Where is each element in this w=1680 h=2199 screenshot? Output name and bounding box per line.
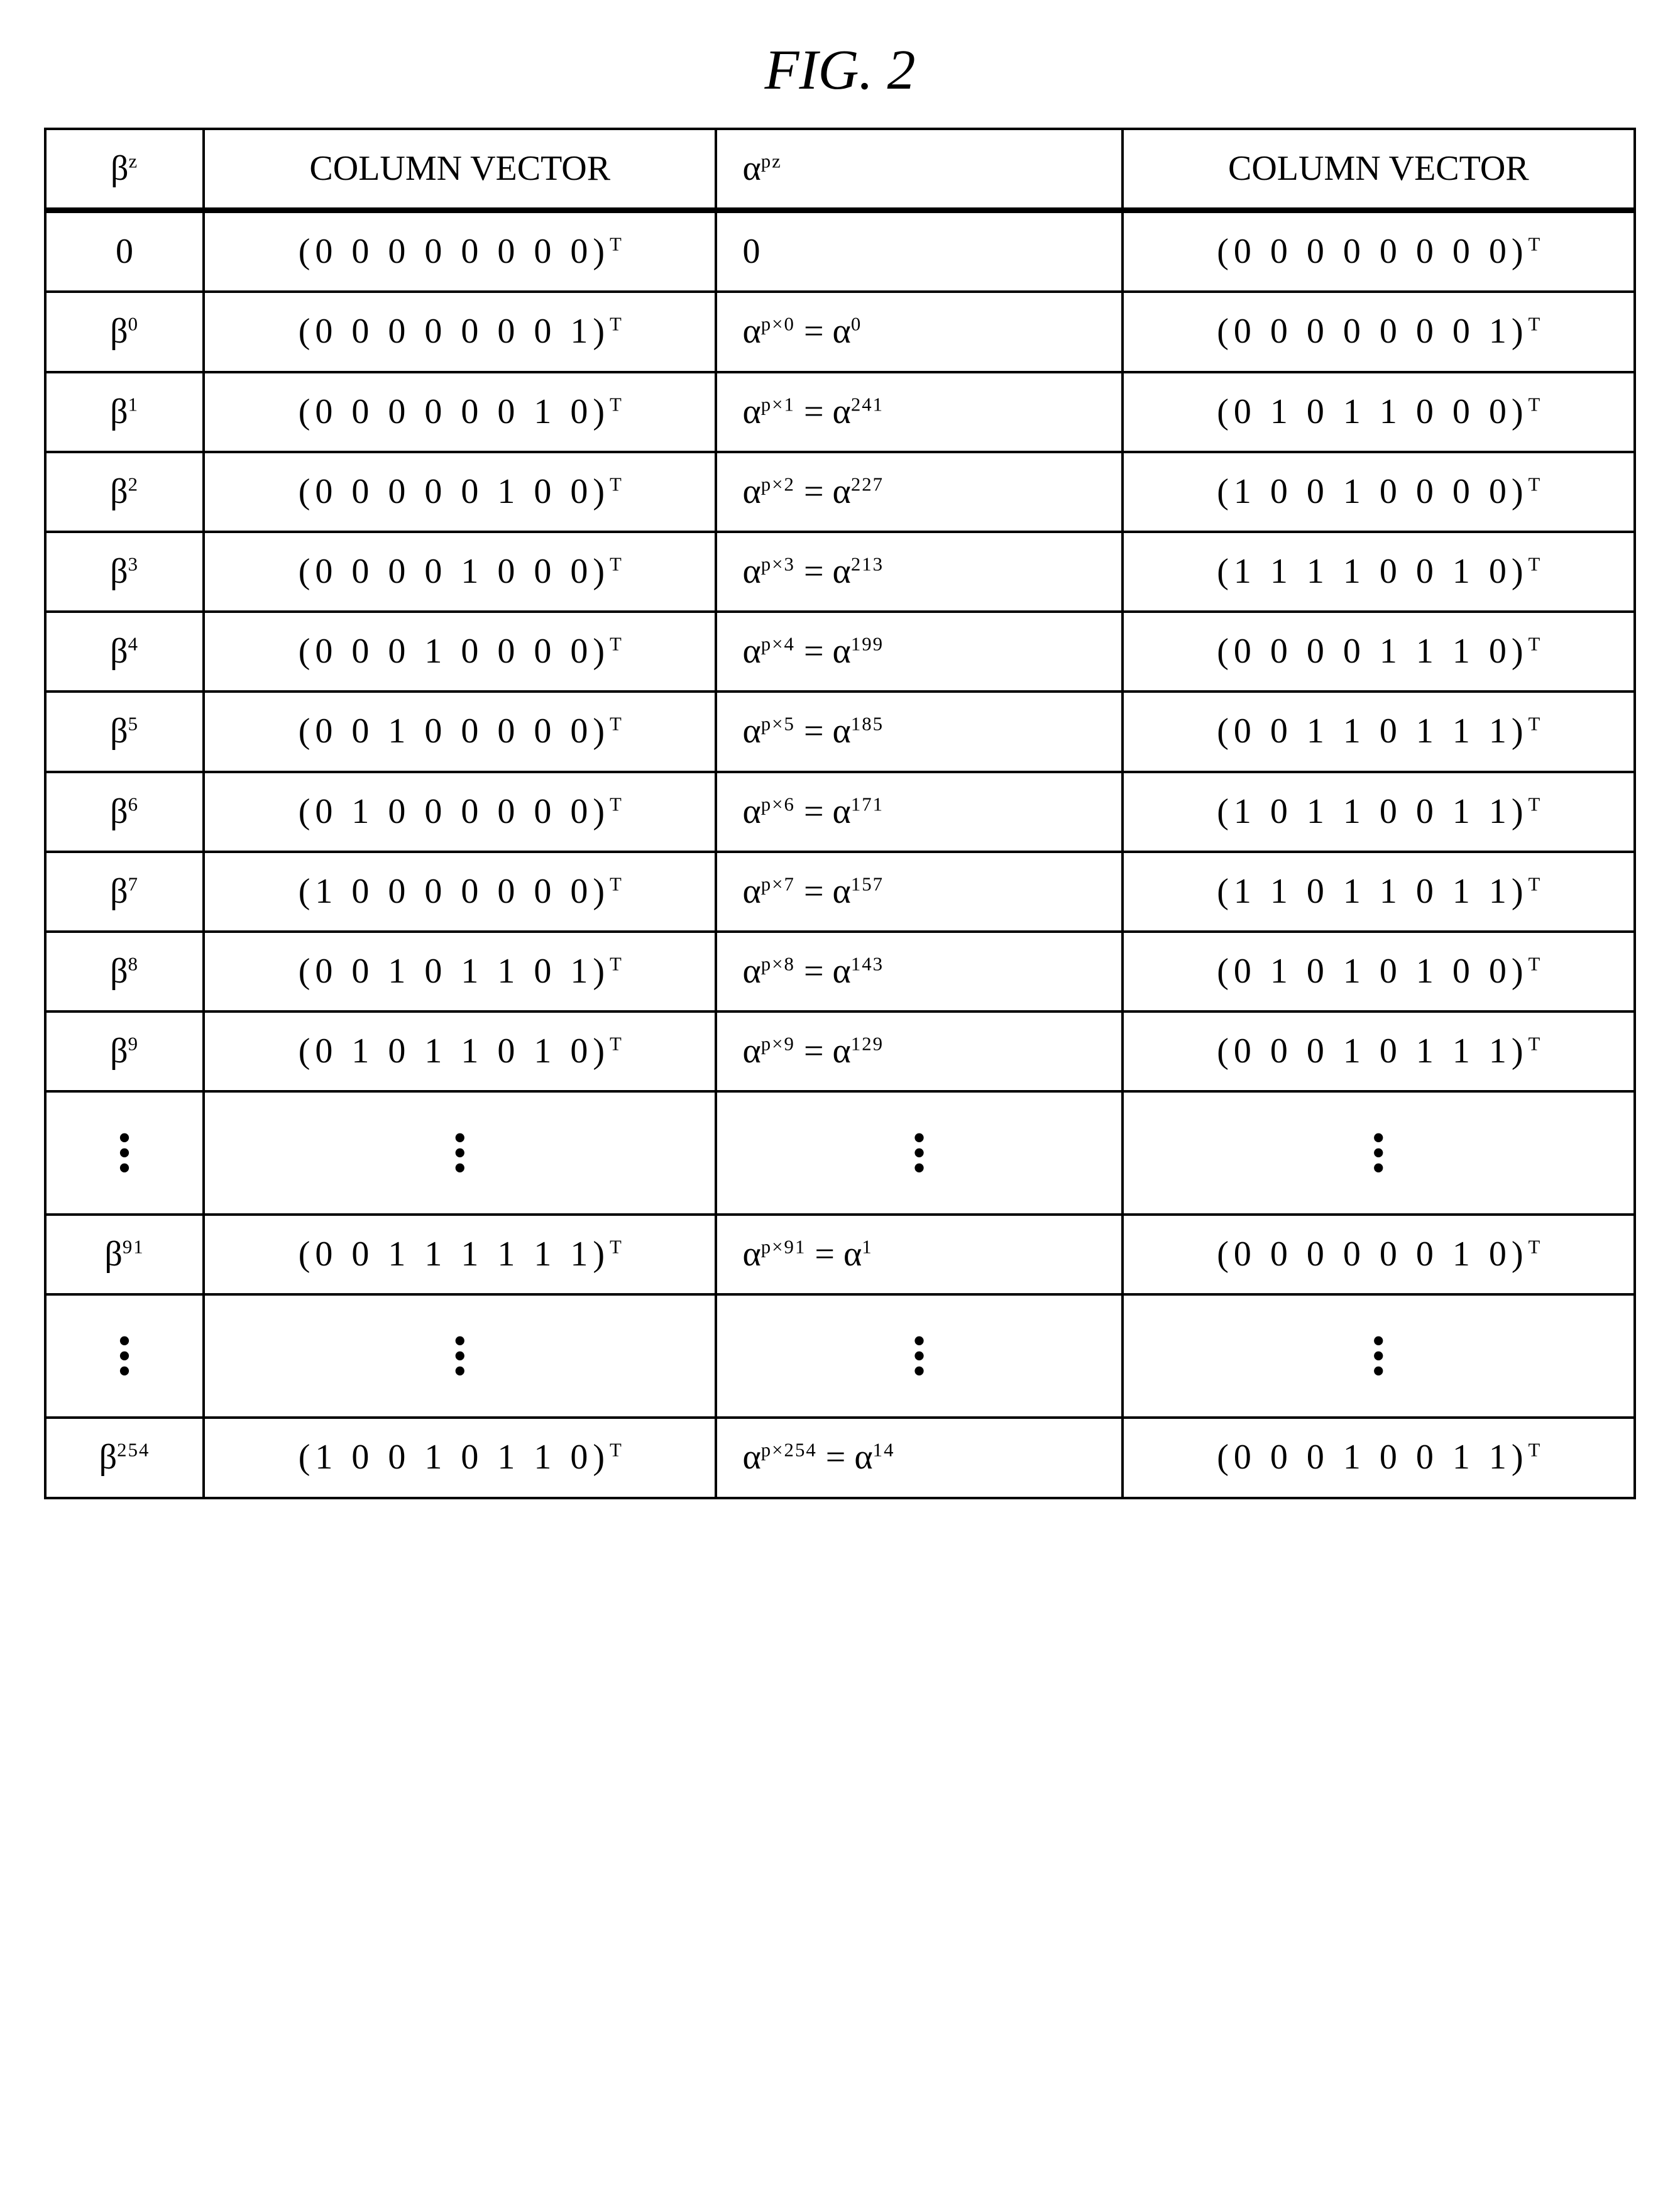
table-row: β3(0 0 0 0 1 0 0 0)Tαp×3 = α213(1 1 1 1 … — [45, 532, 1635, 612]
column-vector-cell: (0 0 0 0 0 0 1 0)T — [204, 372, 716, 452]
table-row: β5(0 0 1 0 0 0 0 0)Tαp×5 = α185(0 0 1 1 … — [45, 692, 1635, 771]
bz-cell: β5 — [45, 692, 204, 771]
table-row: 0(0 0 0 0 0 0 0 0)T0(0 0 0 0 0 0 0 0)T — [45, 211, 1635, 292]
bz-cell: β91 — [45, 1215, 204, 1294]
column-vector-cell: (0 1 0 1 0 1 0 0)T — [1123, 932, 1635, 1011]
table-row: β2(0 0 0 0 0 1 0 0)Tαp×2 = α227(1 0 0 1 … — [45, 452, 1635, 532]
apz-cell: 0 — [716, 211, 1122, 292]
column-vector-cell: (0 1 0 1 1 0 1 0)T — [204, 1011, 716, 1091]
column-vector-cell: (0 1 0 1 1 0 0 0)T — [1123, 372, 1635, 452]
bz-cell: β4 — [45, 612, 204, 692]
column-vector-cell: (0 0 0 1 0 1 1 1)T — [1123, 1011, 1635, 1091]
column-vector-cell: (1 0 0 1 0 0 0 0)T — [1123, 452, 1635, 532]
table-row: •••••••••••• — [45, 1294, 1635, 1418]
header-apz: αpz — [716, 129, 1122, 211]
table-row: β9(0 1 0 1 1 0 1 0)Tαp×9 = α129(0 0 0 1 … — [45, 1011, 1635, 1091]
apz-cell: αp×0 = α0 — [716, 292, 1122, 372]
column-vector-cell: (0 0 1 0 1 1 0 1)T — [204, 932, 716, 1011]
column-vector-cell: (0 0 0 0 0 1 0 0)T — [204, 452, 716, 532]
column-vector-cell: (0 0 0 0 1 1 1 0)T — [1123, 612, 1635, 692]
apz-cell: αp×3 = α213 — [716, 532, 1122, 612]
apz-cell: αp×7 = α157 — [716, 852, 1122, 932]
header-bz: βz — [45, 129, 204, 211]
bz-cell: 0 — [45, 211, 204, 292]
table-row: β0(0 0 0 0 0 0 0 1)Tαp×0 = α0(0 0 0 0 0 … — [45, 292, 1635, 372]
ellipsis-cell: ••• — [716, 1294, 1122, 1418]
bz-cell: β0 — [45, 292, 204, 372]
ellipsis-cell: ••• — [716, 1091, 1122, 1215]
column-vector-cell: (1 1 1 1 0 0 1 0)T — [1123, 532, 1635, 612]
bz-cell: β3 — [45, 532, 204, 612]
galois-field-table: βz COLUMN VECTOR αpz COLUMN VECTOR 0(0 0… — [44, 128, 1636, 1499]
apz-cell: αp×5 = α185 — [716, 692, 1122, 771]
column-vector-cell: (0 0 0 0 0 0 0 1)T — [1123, 292, 1635, 372]
ellipsis-cell: ••• — [45, 1091, 204, 1215]
apz-cell: αp×4 = α199 — [716, 612, 1122, 692]
column-vector-cell: (0 0 1 0 0 0 0 0)T — [204, 692, 716, 771]
apz-cell: αp×1 = α241 — [716, 372, 1122, 452]
bz-cell: β1 — [45, 372, 204, 452]
column-vector-cell: (0 0 0 0 1 0 0 0)T — [204, 532, 716, 612]
column-vector-cell: (0 0 0 0 0 0 0 1)T — [204, 292, 716, 372]
column-vector-cell: (1 0 1 1 0 0 1 1)T — [1123, 772, 1635, 852]
header-column-vector-2: COLUMN VECTOR — [1123, 129, 1635, 211]
column-vector-cell: (1 0 0 1 0 1 1 0)T — [204, 1418, 716, 1497]
table-row: β1(0 0 0 0 0 0 1 0)Tαp×1 = α241(0 1 0 1 … — [45, 372, 1635, 452]
apz-cell: αp×8 = α143 — [716, 932, 1122, 1011]
table-row: β254(1 0 0 1 0 1 1 0)Tαp×254 = α14(0 0 0… — [45, 1418, 1635, 1497]
table-row: β91(0 0 1 1 1 1 1 1)Tαp×91 = α1(0 0 0 0 … — [45, 1215, 1635, 1294]
column-vector-cell: (1 1 0 1 1 0 1 1)T — [1123, 852, 1635, 932]
column-vector-cell: (0 0 0 0 0 0 0 0)T — [1123, 211, 1635, 292]
column-vector-cell: (0 0 0 1 0 0 1 1)T — [1123, 1418, 1635, 1497]
bz-cell: β8 — [45, 932, 204, 1011]
header-column-vector-1: COLUMN VECTOR — [204, 129, 716, 211]
table-row: β6(0 1 0 0 0 0 0 0)Tαp×6 = α171(1 0 1 1 … — [45, 772, 1635, 852]
apz-cell: αp×254 = α14 — [716, 1418, 1122, 1497]
table-row: •••••••••••• — [45, 1091, 1635, 1215]
apz-cell: αp×91 = α1 — [716, 1215, 1122, 1294]
bz-cell: β254 — [45, 1418, 204, 1497]
figure-title: FIG. 2 — [44, 38, 1636, 102]
column-vector-cell: (0 0 1 1 1 1 1 1)T — [204, 1215, 716, 1294]
ellipsis-cell: ••• — [45, 1294, 204, 1418]
header-row: βz COLUMN VECTOR αpz COLUMN VECTOR — [45, 129, 1635, 211]
bz-cell: β2 — [45, 452, 204, 532]
apz-cell: αp×9 = α129 — [716, 1011, 1122, 1091]
column-vector-cell: (0 0 0 0 0 0 0 0)T — [204, 211, 716, 292]
column-vector-cell: (0 0 0 0 0 0 1 0)T — [1123, 1215, 1635, 1294]
column-vector-cell: (0 0 0 1 0 0 0 0)T — [204, 612, 716, 692]
ellipsis-cell: ••• — [1123, 1294, 1635, 1418]
apz-cell: αp×2 = α227 — [716, 452, 1122, 532]
bz-cell: β7 — [45, 852, 204, 932]
bz-cell: β9 — [45, 1011, 204, 1091]
ellipsis-cell: ••• — [204, 1294, 716, 1418]
table-row: β4(0 0 0 1 0 0 0 0)Tαp×4 = α199(0 0 0 0 … — [45, 612, 1635, 692]
ellipsis-cell: ••• — [1123, 1091, 1635, 1215]
ellipsis-cell: ••• — [204, 1091, 716, 1215]
bz-cell: β6 — [45, 772, 204, 852]
column-vector-cell: (0 1 0 0 0 0 0 0)T — [204, 772, 716, 852]
column-vector-cell: (1 0 0 0 0 0 0 0)T — [204, 852, 716, 932]
column-vector-cell: (0 0 1 1 0 1 1 1)T — [1123, 692, 1635, 771]
table-row: β7(1 0 0 0 0 0 0 0)Tαp×7 = α157(1 1 0 1 … — [45, 852, 1635, 932]
apz-cell: αp×6 = α171 — [716, 772, 1122, 852]
table-row: β8(0 0 1 0 1 1 0 1)Tαp×8 = α143(0 1 0 1 … — [45, 932, 1635, 1011]
